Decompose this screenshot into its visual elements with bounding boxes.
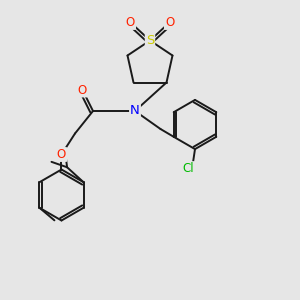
Text: Cl: Cl <box>183 162 194 175</box>
Text: S: S <box>146 34 154 47</box>
Text: O: O <box>126 16 135 29</box>
Text: O: O <box>57 148 66 161</box>
Text: N: N <box>130 104 140 118</box>
Text: O: O <box>165 16 174 29</box>
Text: O: O <box>78 83 87 97</box>
